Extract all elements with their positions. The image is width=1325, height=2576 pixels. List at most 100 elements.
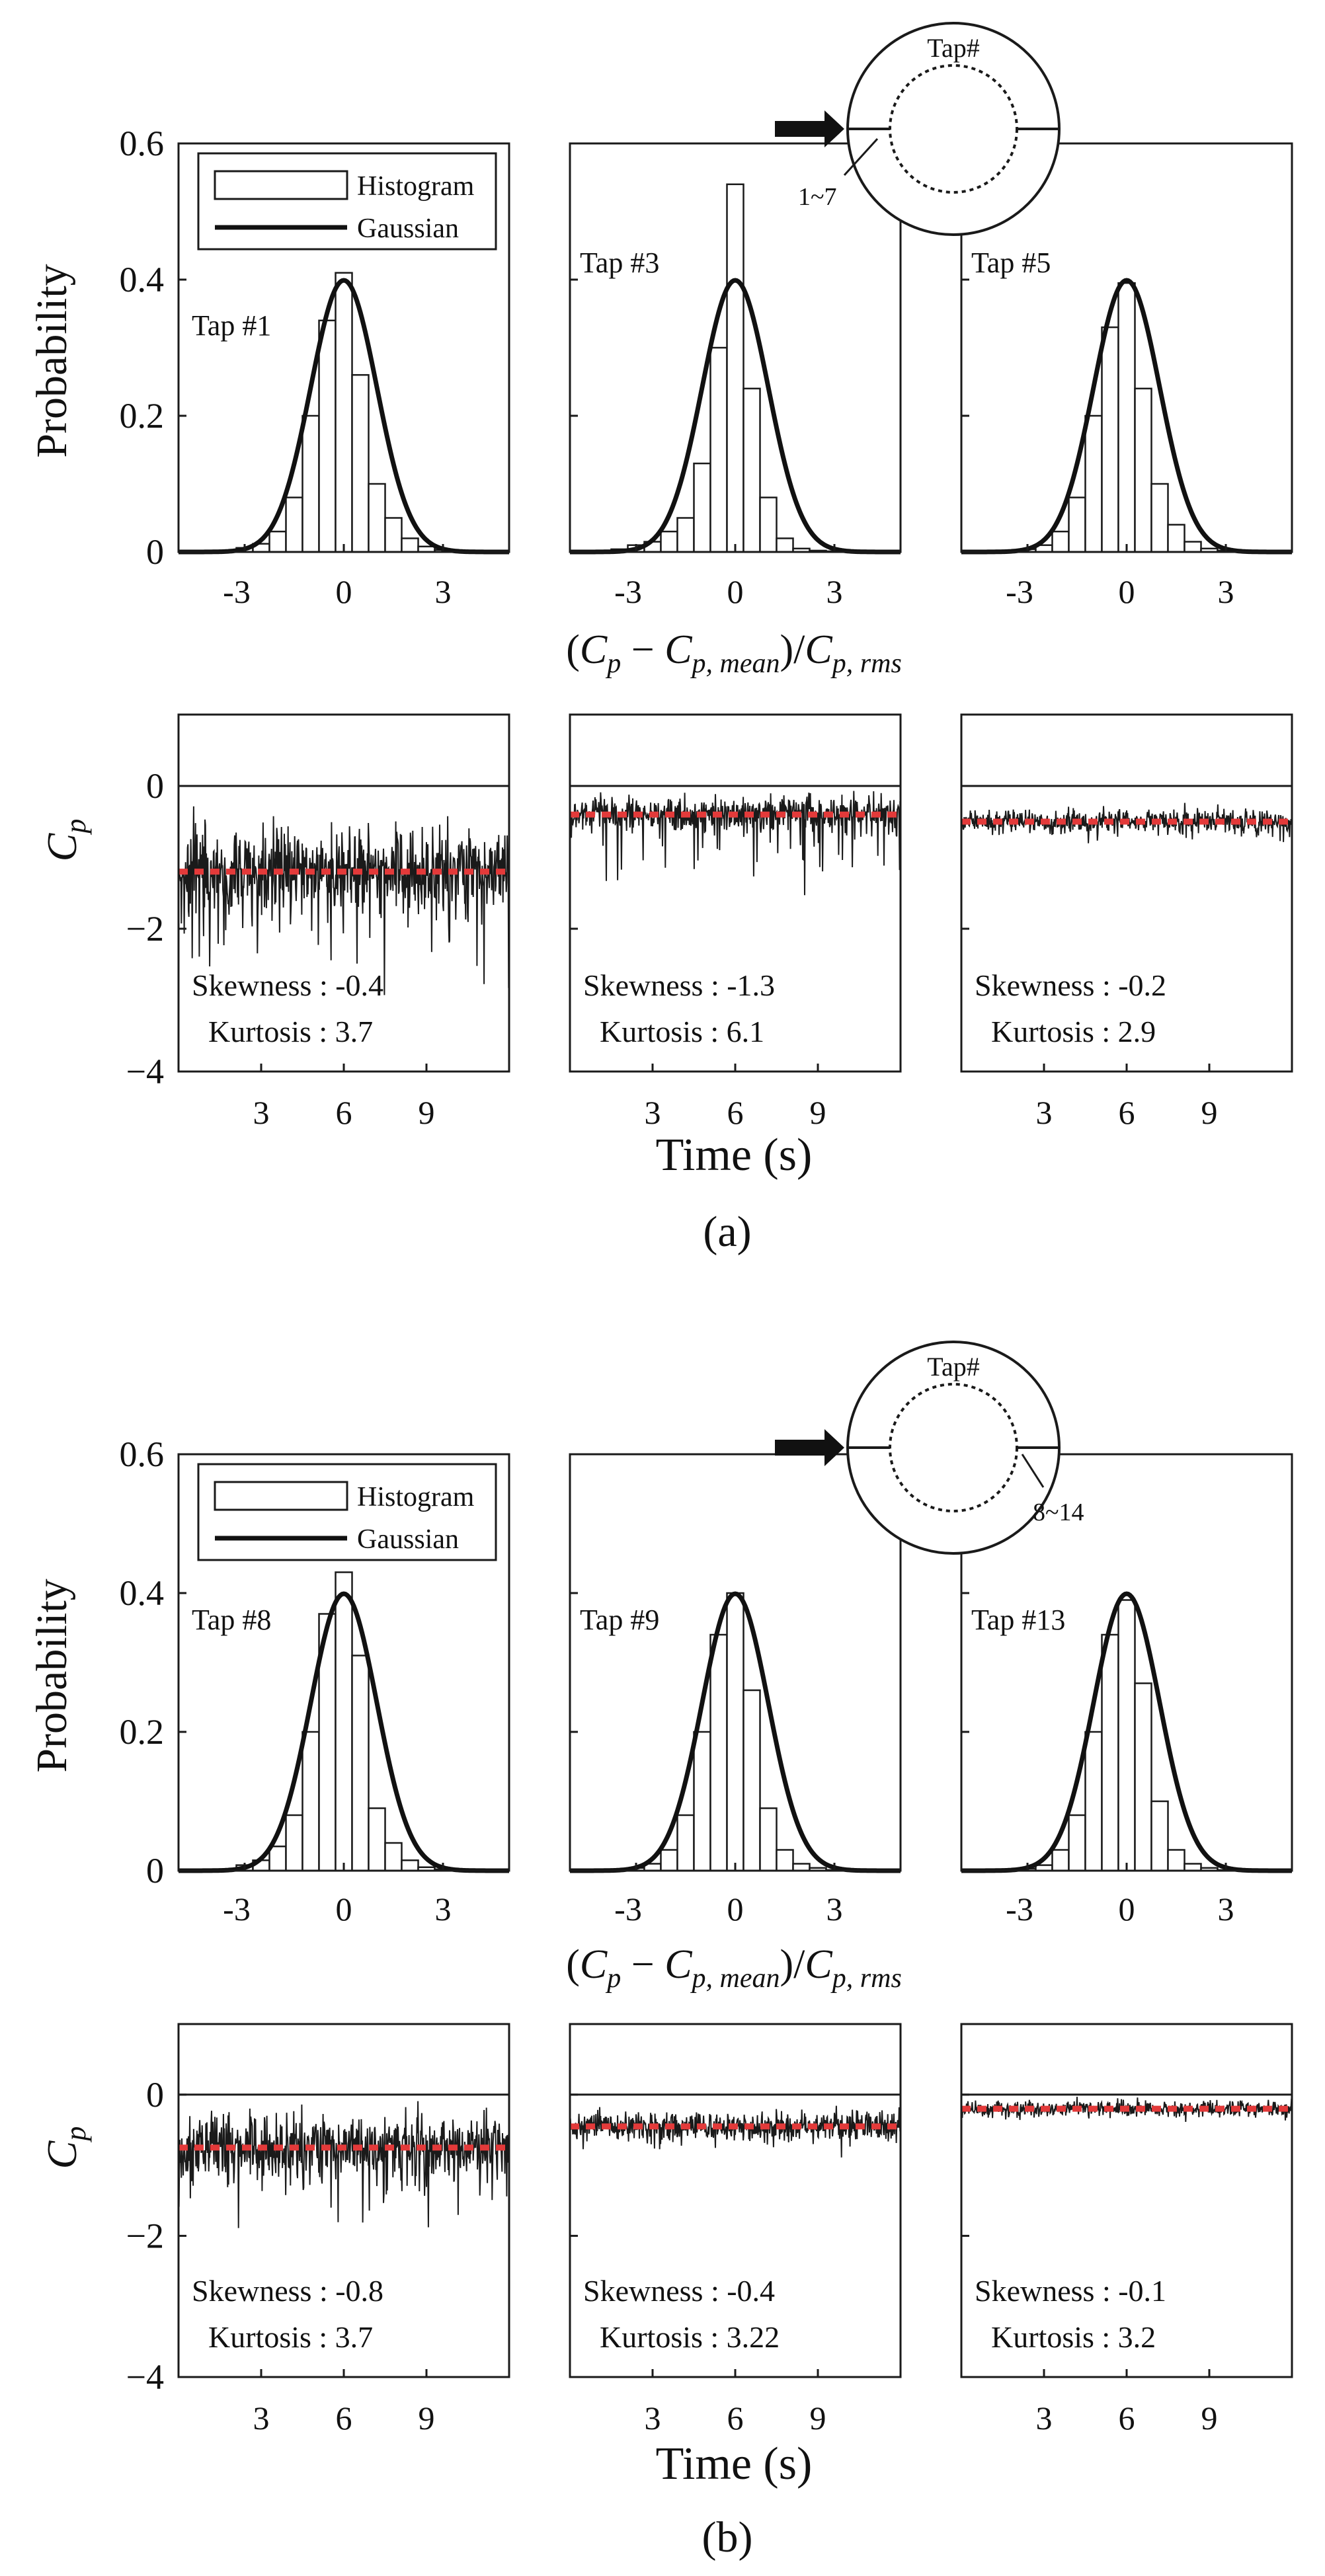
timeseries-ylabel: Cp bbox=[38, 819, 92, 862]
skewness-label: Skewness : -1.3 bbox=[583, 968, 775, 1002]
x-tick-label: 9 bbox=[419, 1094, 435, 1131]
legend: Histogram Gaussian bbox=[197, 1463, 497, 1561]
x-tick-label: 6 bbox=[336, 1094, 352, 1131]
histogram-bar bbox=[384, 1842, 403, 1872]
y-tick-label: −4 bbox=[126, 2357, 164, 2397]
legend-histogram-label: Histogram bbox=[357, 1482, 475, 1512]
panel-b: -3 0 3 0 0.2 0.4 0.6 Tap #8 -3 0 3 Tap #9 -3 0 3 Tap #1… bbox=[28, 1341, 1293, 2561]
histogram-xlabel: (Cp − Cp, mean)/Cp, rms bbox=[566, 1942, 902, 1994]
histogram-bar bbox=[301, 414, 320, 553]
x-tick-label: 0 bbox=[336, 573, 352, 610]
x-tick-label: 6 bbox=[727, 2400, 744, 2437]
histogram-bar bbox=[776, 537, 794, 553]
x-tick-label: 3 bbox=[435, 1891, 452, 1928]
histogram-bar bbox=[1167, 524, 1185, 553]
histogram-subplot: -3 0 3 0 0.2 0.4 0.6 Tap #1 bbox=[120, 124, 510, 610]
legend: Histogram Gaussian bbox=[197, 152, 497, 251]
x-tick-label: 3 bbox=[253, 2400, 270, 2437]
kurtosis-label: Kurtosis : 2.9 bbox=[991, 1015, 1156, 1048]
x-tick-label: 3 bbox=[826, 573, 843, 610]
x-tick-label: 0 bbox=[336, 1891, 352, 1928]
tap-label: Tap #9 bbox=[580, 1604, 659, 1636]
inset-tap-label: Tap# bbox=[927, 1352, 979, 1382]
histogram-subplot: -3 0 3 0 0.2 0.4 0.6 Tap #8 bbox=[120, 1434, 510, 1928]
cp-signal-line bbox=[569, 2105, 901, 2158]
x-tick-label: -3 bbox=[1006, 1891, 1033, 1928]
histogram-bar bbox=[351, 373, 370, 553]
x-tick-label: 3 bbox=[645, 2400, 661, 2437]
y-tick-label: −2 bbox=[126, 2216, 164, 2255]
histogram-bar bbox=[268, 1846, 287, 1872]
histogram-bar bbox=[1084, 1731, 1103, 1872]
tap-label: Tap #1 bbox=[192, 309, 271, 342]
y-tick-label: −4 bbox=[126, 1052, 164, 1091]
panel-caption: (a) bbox=[703, 1208, 751, 1256]
wind-arrow-icon bbox=[775, 110, 844, 147]
histogram-bar bbox=[660, 1849, 678, 1872]
tap-label: Tap #13 bbox=[971, 1604, 1065, 1636]
histogram-bar bbox=[384, 517, 403, 553]
histogram-bar bbox=[401, 1859, 419, 1872]
x-tick-label: -3 bbox=[1006, 573, 1033, 610]
legend-histogram-swatch bbox=[214, 170, 348, 200]
histogram-subplot: -3 0 3 Tap #13 bbox=[960, 1453, 1293, 1928]
x-tick-label: 0 bbox=[727, 573, 744, 610]
histogram-ylabel: Probability bbox=[28, 264, 76, 457]
kurtosis-label: Kurtosis : 3.7 bbox=[208, 2320, 373, 2354]
y-tick-label: 0 bbox=[146, 2075, 164, 2115]
x-tick-label: 3 bbox=[826, 1891, 843, 1928]
y-tick-label: 0.2 bbox=[120, 1712, 165, 1752]
legend-gaussian-label: Gaussian bbox=[357, 214, 459, 244]
x-tick-label: 9 bbox=[810, 1094, 826, 1131]
histogram-bar bbox=[693, 1731, 711, 1872]
histogram-ylabel: Probability bbox=[28, 1579, 76, 1772]
histogram-bar bbox=[693, 462, 711, 553]
panel-caption: (b) bbox=[702, 2513, 753, 2561]
histogram-bar bbox=[268, 530, 287, 553]
tap-label: Tap #8 bbox=[192, 1604, 271, 1636]
x-tick-label: 3 bbox=[1218, 573, 1234, 610]
x-tick-label: 3 bbox=[1218, 1891, 1234, 1928]
timeseries-xlabel: Time (s) bbox=[656, 1130, 813, 1181]
histogram-bar bbox=[726, 1592, 744, 1872]
panel-a: -3 0 3 0 0.2 0.4 0.6 Tap #1 -3 0 3 Tap #3 -3 0 3 Tap #5… bbox=[28, 22, 1293, 1256]
timeseries-subplot: 3 6 9 Skewness : -0.2 Kurtosis : 2.9 bbox=[960, 713, 1293, 1131]
tap-layout-inset: Tap# 8~14 bbox=[775, 1341, 1084, 1555]
tap-label: Tap #5 bbox=[971, 247, 1051, 279]
gaussian-curve bbox=[570, 1591, 901, 1873]
histogram-bar bbox=[351, 1655, 370, 1872]
cp-signal-line bbox=[178, 2101, 510, 2228]
x-tick-label: -3 bbox=[614, 1891, 642, 1928]
x-tick-label: -3 bbox=[223, 1891, 251, 1928]
kurtosis-label: Kurtosis : 3.7 bbox=[208, 1015, 373, 1048]
histogram-bar bbox=[676, 517, 695, 553]
inset-tap-label: Tap# bbox=[927, 33, 979, 63]
timeseries-ylabel: Cp bbox=[38, 2127, 92, 2169]
histogram-subplot: -3 0 3 Tap #5 bbox=[960, 142, 1293, 610]
cp-signal-line bbox=[178, 806, 510, 995]
histogram-bar bbox=[335, 1571, 353, 1872]
x-tick-label: 3 bbox=[645, 1094, 661, 1131]
x-tick-label: 9 bbox=[1201, 2400, 1218, 2437]
histogram-bar bbox=[1051, 530, 1070, 553]
histogram-bar bbox=[285, 1814, 303, 1872]
gaussian-curve bbox=[570, 278, 901, 555]
histogram-bar bbox=[318, 319, 337, 553]
x-tick-label: -3 bbox=[614, 573, 642, 610]
x-tick-label: 9 bbox=[810, 2400, 826, 2437]
gaussian-curve bbox=[961, 278, 1292, 555]
histogram-bar bbox=[1084, 414, 1103, 553]
inset-leader-line bbox=[1021, 1454, 1045, 1488]
timeseries-subplot: 3 6 9 Skewness : -0.1 Kurtosis : 3.2 bbox=[960, 2023, 1293, 2437]
histogram-bar bbox=[1184, 541, 1202, 553]
timeseries-subplot: 3 6 9 0 −2 −4 Skewness : -0.4 Kurtosis : 3.7 bbox=[126, 713, 510, 1131]
histogram-bar bbox=[1117, 1599, 1136, 1872]
histogram-bar bbox=[1117, 282, 1136, 553]
wind-arrow-icon bbox=[775, 1429, 844, 1466]
histogram-bar bbox=[1167, 1849, 1185, 1872]
histogram-bar bbox=[743, 1689, 761, 1872]
y-tick-label: 0.4 bbox=[120, 260, 165, 299]
histogram-bar bbox=[792, 1863, 811, 1872]
x-tick-label: 6 bbox=[1119, 1094, 1135, 1131]
legend-histogram-swatch bbox=[214, 1481, 348, 1511]
